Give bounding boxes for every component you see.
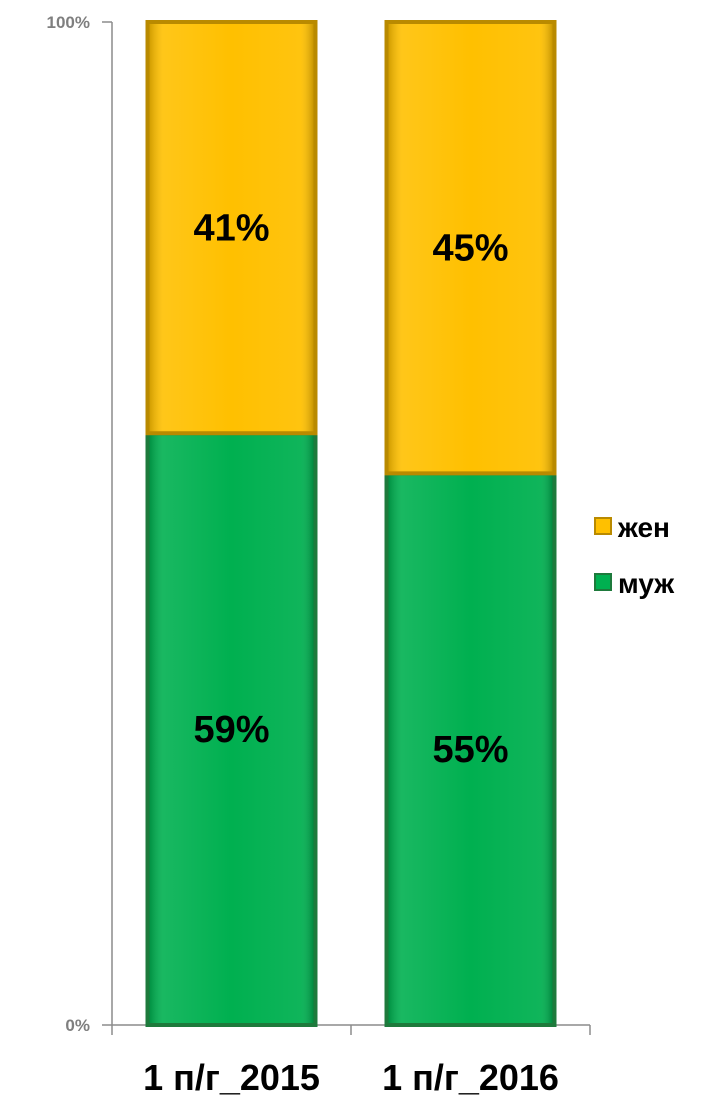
y-tick-label: 0% [65,1016,90,1035]
bar-bevel [388,24,553,472]
bars [145,20,557,1028]
data-label: 41% [193,208,269,250]
legend-swatch-жен [594,517,612,535]
bar-bevel [149,24,314,432]
bar-bevel [388,475,553,1024]
bar-bevel [149,435,314,1024]
x-category-label: 1 п/г_2015 [143,1057,320,1096]
legend-label-муж: муж [618,568,675,599]
legend: жен муж [594,512,675,599]
labels: 59% 41% 1 п/г_2015 55% 45% 1 п/г_2016 [143,208,559,1096]
legend-swatch-муж [594,573,612,591]
legend-label-жен: жен [617,512,670,543]
data-label: 55% [432,729,508,771]
x-category-label: 1 п/г_2016 [382,1057,559,1096]
y-tick-label: 100% [47,13,90,32]
data-label: 59% [193,709,269,751]
data-label: 45% [432,228,508,270]
